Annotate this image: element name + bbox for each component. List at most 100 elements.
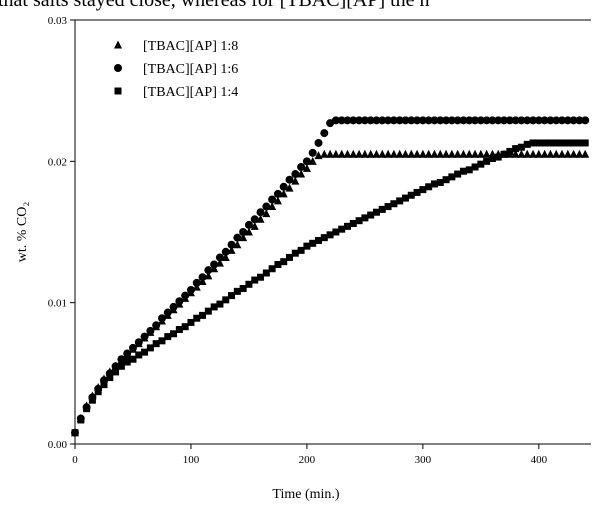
x-tick-label: 0 [72, 454, 78, 466]
data-point [286, 253, 294, 261]
data-point [227, 240, 236, 249]
data-point [77, 416, 85, 424]
data-point [512, 145, 520, 153]
data-point [233, 240, 242, 249]
data-point [367, 211, 375, 219]
data-point [488, 116, 497, 125]
data-point [123, 358, 131, 366]
data-point [453, 116, 462, 125]
data-point [337, 116, 346, 125]
data-point [476, 116, 485, 125]
data-point [389, 149, 398, 158]
data-point [465, 166, 473, 174]
data-point [378, 205, 386, 213]
data-point [146, 326, 155, 335]
data-point [181, 323, 189, 331]
data-point [157, 314, 166, 323]
data-point [395, 116, 404, 125]
legend-label: [TBAC][AP] 1:6 [143, 62, 238, 77]
data-point [413, 116, 422, 125]
data-point [257, 273, 265, 281]
data-point [575, 149, 584, 158]
data-point [523, 116, 532, 125]
data-point [360, 149, 369, 158]
data-point [326, 149, 335, 158]
data-point [123, 349, 132, 358]
data-point [303, 242, 311, 250]
data-point [314, 138, 323, 147]
data-point [164, 333, 172, 341]
data-point [251, 276, 259, 284]
data-point [430, 149, 439, 158]
data-point [407, 149, 416, 158]
data-point [575, 116, 584, 125]
data-point [285, 175, 294, 184]
data-point [390, 200, 398, 208]
data-point [459, 167, 467, 175]
data-point [112, 368, 120, 376]
data-point [471, 149, 480, 158]
data-point [546, 139, 554, 147]
data-point [541, 139, 549, 147]
data-point [343, 149, 352, 158]
data-point [117, 362, 125, 370]
data-point [453, 149, 462, 158]
data-point [152, 321, 161, 330]
data-point [244, 227, 253, 236]
y-tick-label: 0.02 [48, 156, 67, 168]
data-point [517, 143, 525, 151]
data-point [331, 149, 340, 158]
data-point [297, 246, 305, 254]
data-point [436, 149, 445, 158]
data-point [384, 149, 393, 158]
data-point [436, 179, 444, 187]
data-point [273, 196, 282, 205]
data-point [372, 149, 381, 158]
y-tick-label: 0.01 [48, 298, 67, 310]
data-point [355, 149, 364, 158]
data-point [129, 355, 137, 363]
data-point [425, 183, 433, 191]
data-point [581, 149, 590, 158]
data-point [308, 156, 317, 165]
data-point [366, 116, 375, 125]
data-point [361, 214, 369, 222]
x-axis-title: Time (min.) [272, 487, 339, 502]
data-point [581, 139, 589, 147]
data-point [419, 186, 427, 194]
data-point [320, 149, 329, 158]
data-point [152, 340, 160, 348]
data-point [418, 116, 427, 125]
data-point [117, 355, 126, 364]
data-point [158, 337, 166, 345]
data-point [534, 116, 543, 125]
data-point [268, 265, 276, 273]
data-point [482, 149, 491, 158]
legend-label: [TBAC][AP] 1:4 [143, 85, 238, 100]
data-point [563, 116, 572, 125]
data-point [355, 217, 363, 225]
data-point [476, 149, 485, 158]
data-point [274, 261, 282, 269]
data-point [204, 266, 213, 275]
data-point [483, 157, 491, 165]
data-point [471, 116, 480, 125]
data-point [326, 231, 334, 239]
data-point [389, 116, 398, 125]
data-point [558, 149, 567, 158]
data-point [320, 234, 328, 242]
data-point [523, 140, 531, 148]
data-point [471, 163, 479, 171]
data-point [337, 149, 346, 158]
data-point [546, 149, 555, 158]
data-point [569, 116, 578, 125]
data-point [343, 222, 351, 230]
data-point [332, 228, 340, 236]
data-point [494, 116, 503, 125]
data-point [511, 149, 520, 158]
data-point [523, 149, 532, 158]
data-point [454, 170, 462, 178]
data-point [210, 260, 219, 269]
data-point [447, 116, 456, 125]
data-point [221, 252, 230, 261]
